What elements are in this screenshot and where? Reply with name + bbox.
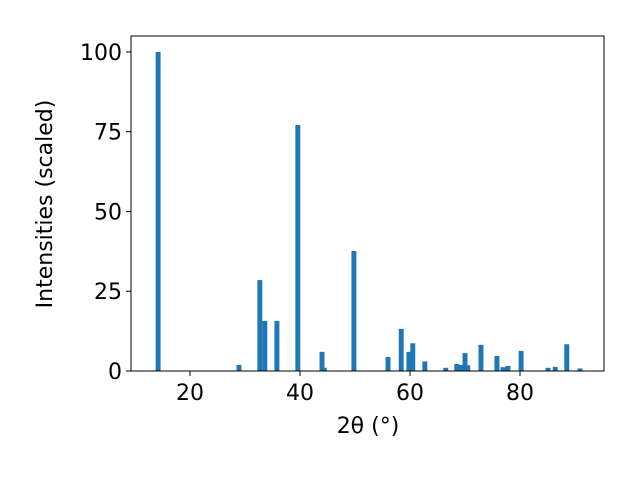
plot-frame xyxy=(130,35,605,372)
bar xyxy=(236,364,242,371)
bar xyxy=(257,280,263,371)
bar xyxy=(552,366,558,371)
y-tick-label: 0 xyxy=(108,360,122,385)
bar xyxy=(500,367,506,371)
y-tick-label: 25 xyxy=(94,280,122,305)
bar xyxy=(577,368,583,371)
bar xyxy=(443,367,449,371)
y-tick-label: 100 xyxy=(80,41,122,66)
x-tick-label: 60 xyxy=(396,381,424,406)
x-tick-label: 40 xyxy=(286,381,314,406)
bar xyxy=(505,365,511,371)
bar xyxy=(518,350,524,371)
bar xyxy=(564,344,570,371)
bar xyxy=(458,364,464,371)
x-axis-label: 2θ (°) xyxy=(337,414,400,439)
bar xyxy=(321,367,327,371)
bar xyxy=(295,125,301,371)
bar xyxy=(494,356,500,371)
bar xyxy=(262,320,268,371)
bar xyxy=(454,363,460,371)
bar xyxy=(155,51,161,371)
x-tick-label: 80 xyxy=(506,381,534,406)
bar xyxy=(398,328,404,371)
bar xyxy=(545,367,551,371)
bar xyxy=(385,356,391,371)
y-tick-label: 75 xyxy=(94,121,122,146)
y-tick-label: 50 xyxy=(94,200,122,225)
x-tick-label: 20 xyxy=(176,381,204,406)
bar xyxy=(406,351,412,371)
bar xyxy=(410,343,416,371)
bar xyxy=(351,251,357,371)
bar xyxy=(422,361,428,371)
bar xyxy=(319,351,325,371)
bar xyxy=(462,353,468,371)
y-axis-label: Intensities (scaled) xyxy=(33,100,58,309)
bar xyxy=(478,344,484,371)
bar xyxy=(274,320,280,371)
bar xyxy=(465,365,471,371)
